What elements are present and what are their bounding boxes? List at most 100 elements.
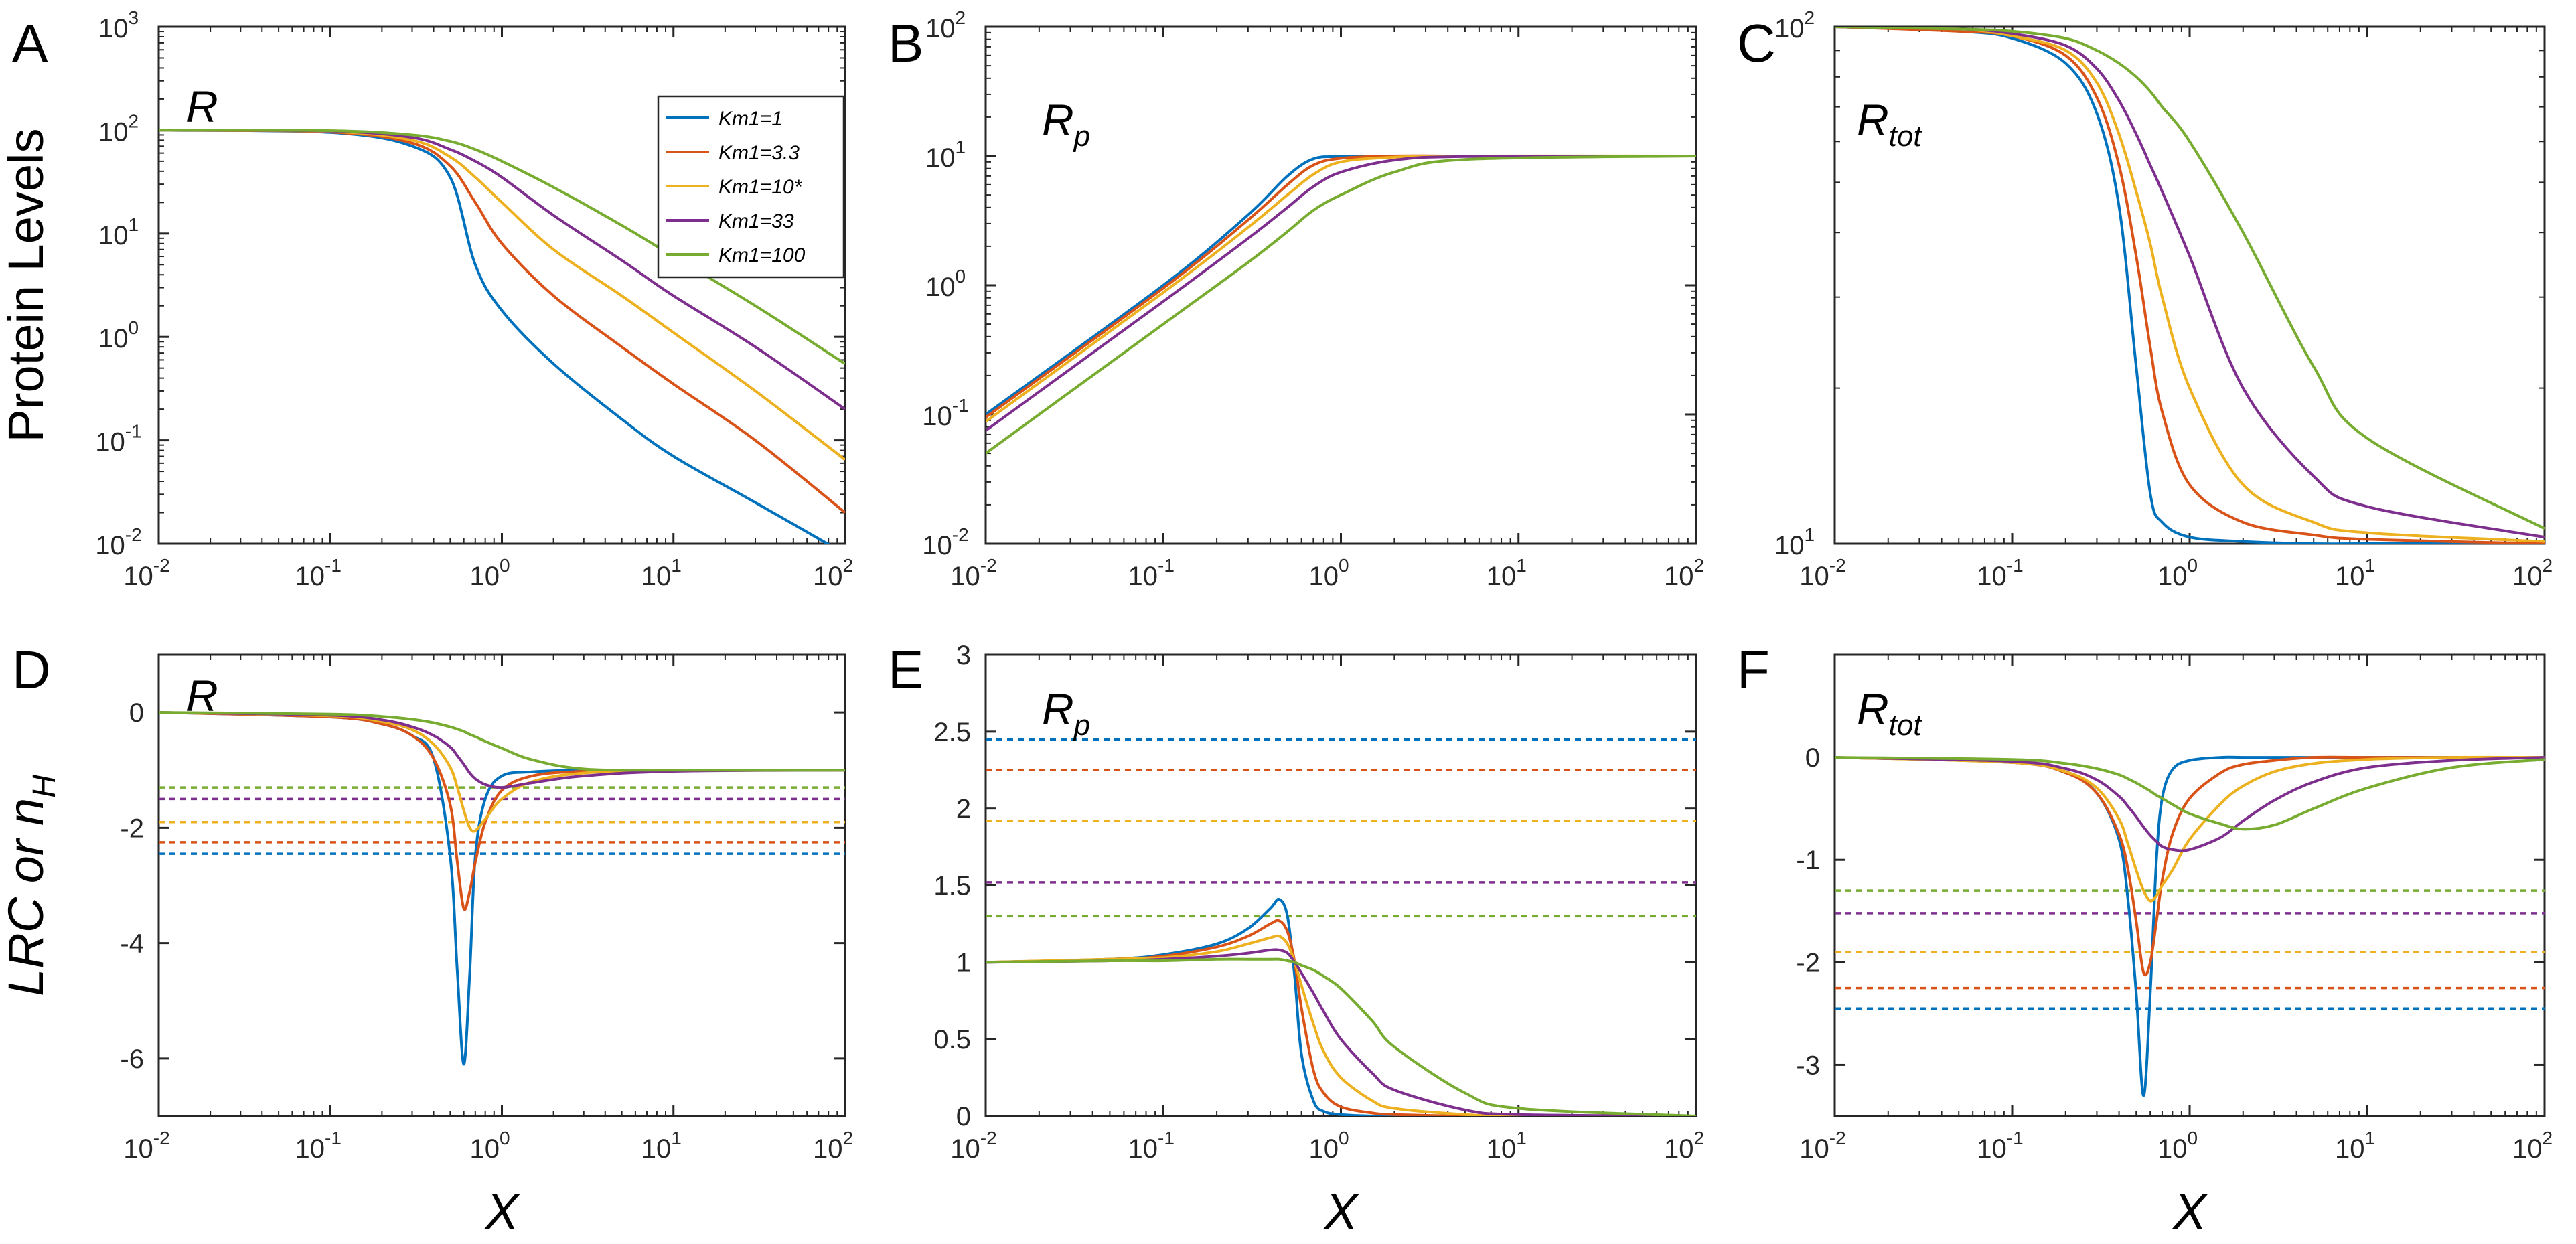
tick-base: 10 — [98, 324, 129, 354]
y-tick-label: 2.5 — [933, 718, 971, 747]
y-tick-label: 10-1 — [922, 395, 968, 431]
x-tick-label: 100 — [1308, 555, 1349, 591]
tick-base: 10 — [2335, 562, 2365, 591]
tick-exponent: -1 — [2007, 1128, 2024, 1148]
x-tick-label: 101 — [1487, 1128, 1527, 1164]
tick-base: 0.5 — [933, 1025, 971, 1055]
panel-title: Rtot — [1857, 95, 1922, 153]
panel-letter: B — [888, 13, 923, 73]
x-tick-label: 100 — [469, 555, 510, 591]
tick-base: 2 — [956, 795, 971, 824]
tick-exponent: 2 — [2542, 555, 2553, 576]
series-line-d-3 — [159, 711, 845, 789]
tick-base: 10 — [925, 14, 956, 44]
plot-area-d — [157, 653, 846, 1117]
tick-exponent: 0 — [500, 1128, 510, 1148]
tick-exponent: 2 — [842, 555, 853, 576]
tick-base: 10 — [813, 562, 843, 591]
x-tick-label: 101 — [641, 1128, 682, 1164]
x-tick-label: 101 — [2335, 1128, 2375, 1164]
tick-base: 10 — [1977, 562, 2007, 591]
panel-title: Rp — [1042, 684, 1090, 742]
tick-base: 10 — [123, 1134, 153, 1164]
panel-title: Rp — [1042, 95, 1090, 153]
y-tick-label: 2 — [956, 795, 971, 824]
tick-exponent: 0 — [2187, 1128, 2198, 1148]
tick-exponent: -1 — [1158, 555, 1175, 576]
x-tick-label: 102 — [1664, 1128, 1704, 1164]
y-tick-label: 101 — [98, 214, 139, 250]
legend-entry: Km1=3.3 — [718, 142, 800, 164]
x-tick-label: 100 — [2157, 555, 2198, 591]
tick-base: 0 — [1805, 743, 1820, 773]
tick-exponent: -2 — [980, 1128, 997, 1148]
x-tick-label: 101 — [641, 555, 682, 591]
x-tick-label: 102 — [2512, 555, 2553, 591]
y-tick-label: 102 — [98, 110, 139, 147]
panel-title-base: R — [1857, 95, 1889, 145]
legend-entry: Km1=100 — [718, 244, 806, 266]
legend-entry: Km1=10* — [718, 176, 803, 198]
tick-exponent: -2 — [980, 555, 997, 576]
y-tick-label: 100 — [98, 317, 139, 354]
panel-letter: A — [12, 13, 48, 73]
x-tick-label: 102 — [813, 1128, 853, 1164]
tick-exponent: 0 — [2187, 555, 2198, 576]
panel-title-base: R — [186, 82, 218, 131]
tick-exponent: -1 — [2007, 555, 2024, 576]
panel-a: 10-2 10-1 100 101 10210-210-1100101102103ARP… — [0, 7, 853, 591]
legend-entry: Km1=33 — [718, 210, 794, 232]
tick-base: 10 — [641, 1134, 672, 1164]
panel-title-base: R — [1857, 684, 1889, 734]
x-tick-label: 102 — [1664, 555, 1704, 591]
x-tick-label: 102 — [2512, 1128, 2553, 1164]
tick-base: 10 — [1799, 562, 1829, 591]
panel-letter: F — [1737, 640, 1770, 700]
tick-base: -3 — [1796, 1051, 1820, 1080]
x-tick-label: 100 — [469, 1128, 510, 1164]
y-axis-label-text: Protein Levels — [0, 129, 54, 443]
x-axis-label: X — [1323, 1184, 1359, 1239]
tick-exponent: 1 — [1516, 555, 1527, 576]
tick-base: 10 — [1128, 1134, 1158, 1164]
series-line-e-3 — [986, 948, 1696, 1116]
series-line-e-0 — [986, 897, 1696, 1116]
x-tick-label: 10-1 — [1128, 1128, 1175, 1164]
tick-base: -1 — [1796, 846, 1820, 875]
y-tick-label: 101 — [925, 137, 966, 173]
series-line-b-3 — [986, 155, 1696, 432]
tick-exponent: 1 — [1516, 1128, 1527, 1148]
tick-base: -4 — [120, 929, 144, 959]
panel-letter: C — [1737, 13, 1776, 73]
tick-exponent: 2 — [842, 1128, 853, 1148]
tick-exponent: 3 — [128, 7, 139, 28]
tick-base: 10 — [922, 402, 952, 431]
tick-base: 10 — [1487, 1134, 1517, 1164]
tick-exponent: 1 — [671, 555, 682, 576]
tick-base: 10 — [2335, 1134, 2365, 1164]
panel-title: R — [186, 82, 218, 131]
x-tick-label: 10-2 — [950, 1128, 996, 1164]
y-tick-label: 1 — [956, 948, 971, 978]
tick-base: -2 — [1796, 948, 1820, 978]
series-line-c-3 — [1835, 27, 2545, 539]
y-tick-label: 10-2 — [95, 524, 141, 560]
tick-exponent: -1 — [325, 555, 342, 576]
tick-base: 10 — [641, 562, 672, 591]
tick-base: 10 — [2512, 1134, 2543, 1164]
x-axis-label: X — [2172, 1184, 2208, 1239]
y-tick-label: -4 — [120, 929, 144, 959]
tick-base: 10 — [2157, 1134, 2188, 1164]
series-line-d-2 — [159, 711, 845, 833]
tick-base: 10 — [2157, 562, 2188, 591]
series-line-e-1 — [986, 919, 1696, 1116]
tick-exponent: 1 — [2364, 1128, 2375, 1148]
x-axis-label: X — [484, 1184, 520, 1239]
x-tick-label: 102 — [813, 555, 853, 591]
legend-entry: Km1=1 — [718, 108, 783, 130]
